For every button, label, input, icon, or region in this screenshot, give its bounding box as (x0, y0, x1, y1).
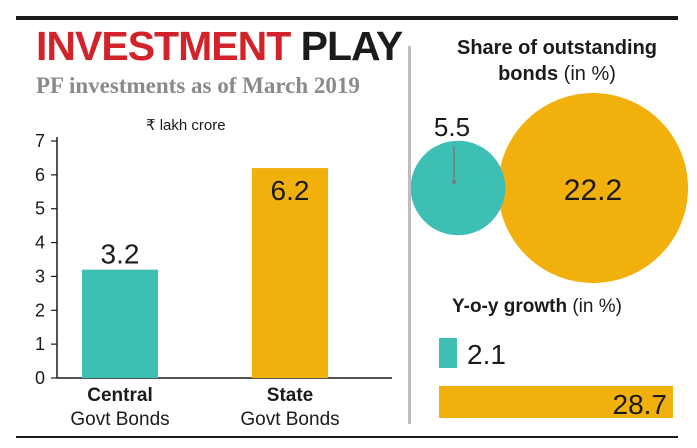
growth-chart-title: Y-o-y growth (in %) (452, 296, 622, 317)
bar-chart-unit-label: ₹ lakh crore (146, 117, 226, 134)
y-tick-label: 2 (35, 300, 45, 320)
yoy-growth-bar-chart: 2.1 28.7 (439, 338, 673, 420)
category-label-line2: Govt Bonds (240, 409, 339, 430)
bar-central (82, 269, 158, 378)
bubble-value-label: 22.2 (564, 174, 622, 207)
y-tick-label: 4 (35, 233, 45, 253)
bar-state (252, 168, 328, 378)
bubble-leader-dot (452, 180, 456, 184)
growth-value-label: 28.7 (613, 389, 668, 420)
category-label-line1: Central (87, 385, 152, 406)
y-tick-label: 7 (35, 131, 45, 151)
pf-investments-bar-chart: 0 1 2 3 4 5 6 7 3.2 Central Govt Bonds 6.2 State Govt… (35, 131, 392, 430)
bubble-chart-title-line1: Share of outstanding (457, 37, 657, 59)
y-tick-label: 0 (35, 368, 45, 388)
bond-share-bubble-chart: 22.2 5.5 (411, 93, 688, 283)
growth-value-label: 2.1 (467, 339, 506, 370)
bottom-rule (16, 436, 678, 438)
growth-bar (439, 338, 457, 368)
category-label-line1: State (267, 385, 313, 406)
page-subtitle: PF investments as of March 2019 (36, 73, 360, 98)
category-label-line2: Govt Bonds (70, 409, 169, 430)
title-part-play: PLAY (300, 23, 404, 69)
y-tick-label: 1 (35, 334, 45, 354)
title-part-investment: INVESTMENT (36, 23, 291, 69)
bubble-value-label: 5.5 (434, 112, 470, 142)
page-title: INVESTMENT PLAY (36, 23, 404, 69)
panel-divider (408, 46, 411, 424)
bar-value-label: 6.2 (271, 175, 310, 206)
bubble-outstanding-state (498, 93, 688, 283)
top-rule (16, 16, 678, 20)
y-tick-label: 5 (35, 199, 45, 219)
growth-bar (439, 386, 673, 418)
bubble-outstanding-central (411, 140, 506, 236)
bubble-chart-title-line2: bonds (in %) (498, 63, 616, 85)
bar-value-label: 3.2 (101, 239, 140, 270)
y-tick-label: 3 (35, 266, 45, 286)
y-tick-label: 6 (35, 165, 45, 185)
